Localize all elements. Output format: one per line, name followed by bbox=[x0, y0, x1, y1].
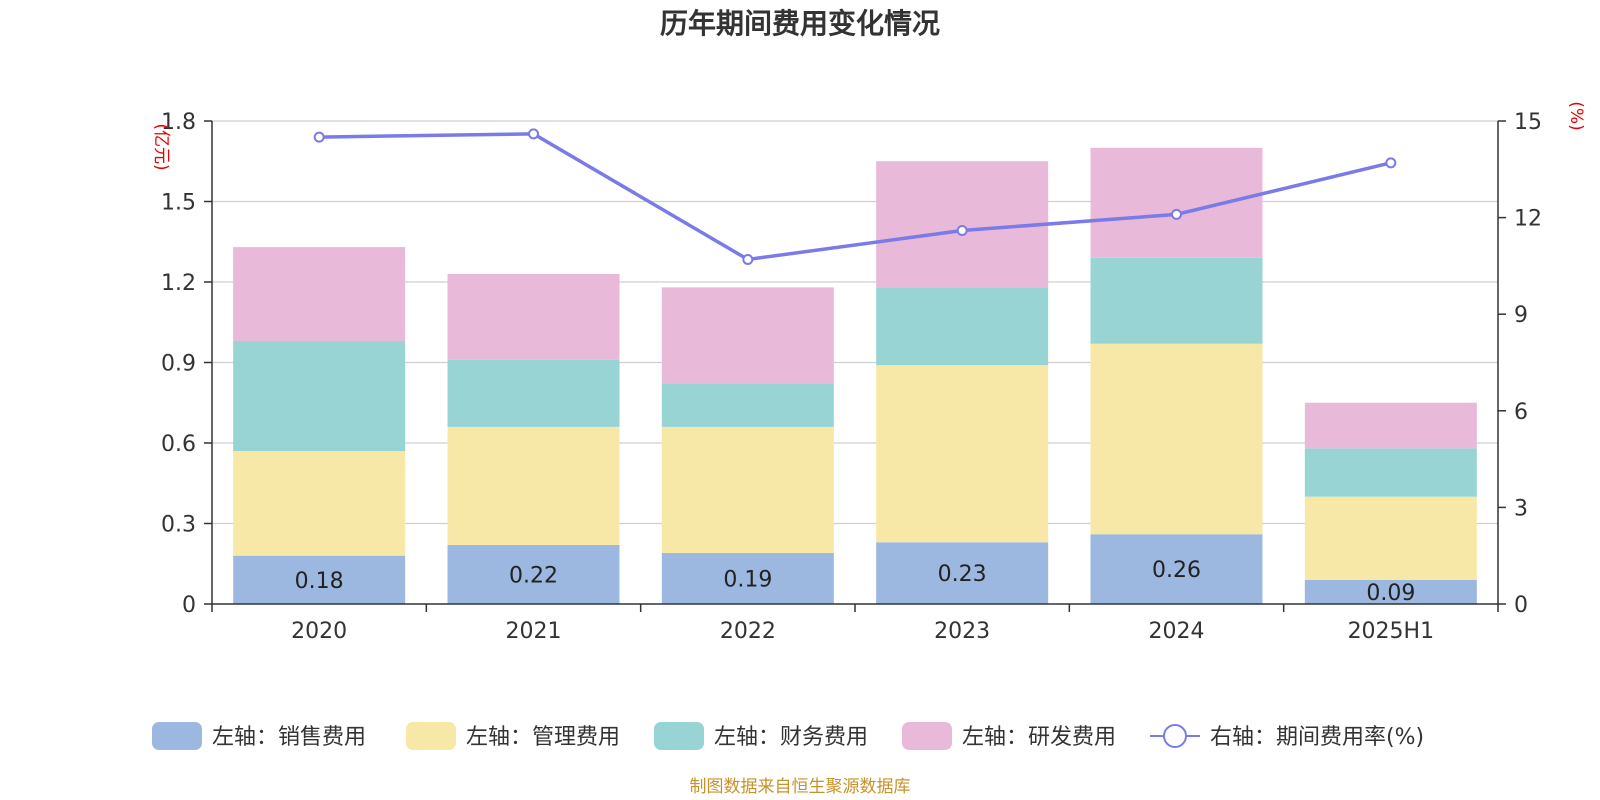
legend-label: 左轴：销售费用 bbox=[212, 725, 366, 750]
data-label: 0.22 bbox=[509, 563, 558, 588]
x-tick-label: 2021 bbox=[506, 619, 562, 644]
right-tick-label: 3 bbox=[1514, 496, 1528, 521]
x-tick-label: 2020 bbox=[291, 619, 347, 644]
right-tick-label: 0 bbox=[1514, 593, 1528, 618]
data-label: 0.19 bbox=[723, 568, 772, 593]
right-tick-label: 15 bbox=[1514, 110, 1542, 135]
data-label: 0.09 bbox=[1366, 581, 1415, 606]
rate-line-path bbox=[319, 132, 1392, 262]
x-tick-label: 2024 bbox=[1149, 619, 1205, 644]
bar-segment bbox=[447, 273, 620, 360]
axes: 0 0.3 0.6 0.9 1.2 1.5 1.8 0 3 6 9 12 15 2020 2021 2022 2… bbox=[151, 101, 1586, 644]
left-tick-label: 0.3 bbox=[161, 513, 196, 538]
legend-label: 左轴：财务费用 bbox=[714, 725, 868, 750]
source-note: 制图数据来自恒生聚源数据库 bbox=[690, 777, 911, 797]
legend-label: 左轴：研发费用 bbox=[962, 725, 1116, 750]
x-tick-label: 2025H1 bbox=[1348, 619, 1435, 644]
right-tick-label: 12 bbox=[1514, 207, 1542, 232]
legend-swatch bbox=[406, 722, 456, 750]
data-label: 0.23 bbox=[938, 562, 987, 587]
bar-segment bbox=[233, 247, 406, 342]
left-tick-label: 1.2 bbox=[161, 271, 196, 296]
right-tick-label: 9 bbox=[1514, 303, 1528, 328]
bar-segment bbox=[1304, 579, 1477, 604]
rate-line bbox=[313, 128, 1397, 265]
data-label: 0.26 bbox=[1152, 558, 1201, 583]
x-tick-label: 2023 bbox=[934, 619, 990, 644]
bar-segment bbox=[876, 161, 1049, 288]
bar-segment bbox=[1090, 147, 1263, 258]
rate-point bbox=[313, 131, 325, 143]
bar-segment bbox=[1090, 257, 1263, 344]
bar-segment bbox=[1090, 343, 1263, 535]
bar-segment bbox=[233, 451, 406, 556]
bar-segment bbox=[661, 426, 834, 554]
left-tick-label: 1.5 bbox=[161, 191, 196, 216]
bar-segment bbox=[876, 542, 1049, 604]
rate-point bbox=[956, 224, 968, 236]
x-tick-label: 2022 bbox=[720, 619, 776, 644]
legend-label: 左轴：管理费用 bbox=[466, 725, 620, 750]
bar-segment bbox=[233, 555, 406, 604]
chart-title: 历年期间费用变化情况 bbox=[660, 7, 940, 40]
legend-swatch bbox=[152, 722, 202, 750]
bar-segment bbox=[1304, 448, 1477, 497]
rate-point bbox=[742, 253, 754, 265]
left-tick-label: 0 bbox=[182, 593, 196, 618]
data-label: 0.18 bbox=[295, 569, 344, 594]
right-axis-unit: (%) bbox=[1566, 101, 1586, 130]
bar-segment bbox=[661, 383, 834, 427]
bar-segment bbox=[1090, 534, 1263, 604]
bars bbox=[233, 147, 1477, 604]
data-labels: 0.18 0.22 0.19 0.23 0.26 0.09 bbox=[295, 558, 1416, 606]
legend-swatch bbox=[654, 722, 704, 750]
legend-marker bbox=[1163, 724, 1187, 748]
left-tick-label: 0.6 bbox=[161, 432, 196, 457]
bar-segment bbox=[876, 365, 1049, 543]
bar-segment bbox=[1304, 496, 1477, 580]
legend-label: 右轴：期间费用率(%) bbox=[1210, 725, 1424, 750]
bar-segment bbox=[447, 544, 620, 604]
right-tick-label: 6 bbox=[1514, 400, 1528, 425]
left-axis-unit: (亿元) bbox=[151, 123, 171, 170]
bar-segment bbox=[1304, 402, 1477, 449]
grid-lines bbox=[212, 120, 1498, 525]
bar-segment bbox=[447, 426, 620, 545]
legend: 左轴：销售费用 左轴：管理费用 左轴：财务费用 左轴：研发费用 右轴：期间费用率(%) bbox=[152, 722, 1424, 750]
rate-point bbox=[1385, 157, 1397, 169]
bar-segment bbox=[661, 287, 834, 384]
bar-segment bbox=[661, 553, 834, 604]
bar-segment bbox=[233, 341, 406, 452]
legend-swatch bbox=[902, 722, 952, 750]
left-tick-label: 0.9 bbox=[161, 352, 196, 377]
left-tick-label: 1.8 bbox=[161, 110, 196, 135]
bar-segment bbox=[447, 359, 620, 427]
rate-point bbox=[1171, 208, 1182, 220]
rate-point bbox=[528, 128, 539, 140]
bar-segment bbox=[876, 287, 1049, 366]
